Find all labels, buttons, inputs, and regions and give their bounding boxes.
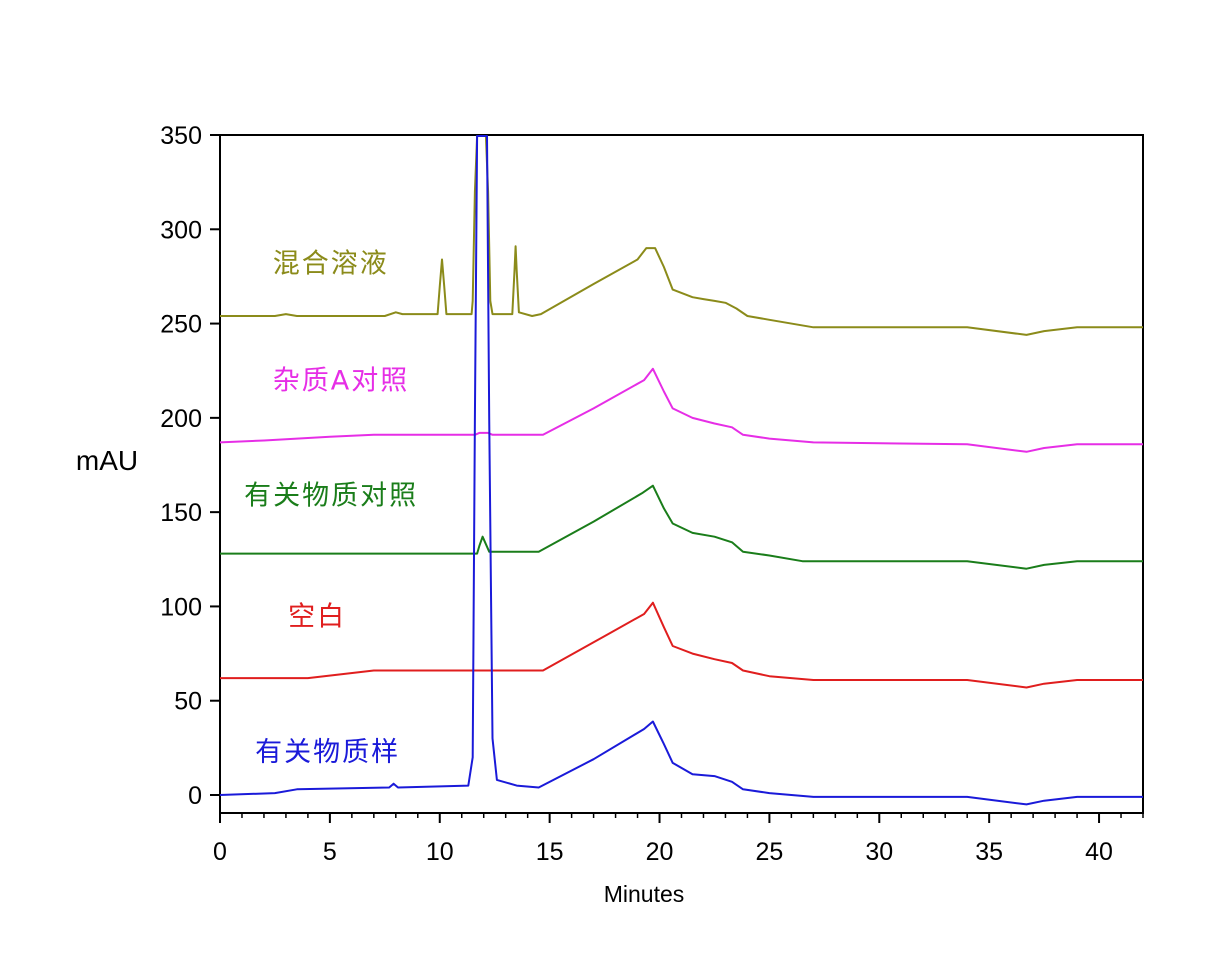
y-tick-label: 50 (174, 688, 202, 716)
y-tick-label: 200 (160, 405, 202, 433)
series-label: 有关物质对照 (244, 481, 418, 512)
x-tick-label: 5 (323, 838, 337, 866)
plot-frame (219, 134, 1144, 814)
x-tick-label: 0 (213, 838, 227, 866)
x-tick-label: 15 (536, 838, 564, 866)
y-axis: 0 50 100 150 200 250 300 350 (160, 122, 220, 810)
series-line (220, 484, 1143, 570)
series-label: 混合溶液 (273, 249, 389, 280)
series-line (220, 601, 1143, 689)
y-tick-label: 350 (160, 122, 202, 150)
series-line (219, 135, 1143, 806)
x-tick-label: 40 (1085, 838, 1113, 866)
y-tick-label: 250 (160, 311, 202, 339)
y-tick-label: 150 (160, 499, 202, 527)
x-axis: 0 5 10 15 20 25 30 35 40 (213, 813, 1144, 866)
y-tick-label: 0 (188, 782, 202, 810)
series-line (220, 135, 1143, 336)
x-tick-label: 35 (975, 838, 1003, 866)
series-label: 有关物质样 (255, 737, 400, 768)
series-label: 杂质A对照 (273, 366, 409, 397)
y-axis-title: mAU (76, 445, 138, 476)
x-tick-label: 20 (646, 838, 674, 866)
x-tick-label: 10 (426, 838, 454, 866)
x-axis-title: Minutes (604, 881, 685, 907)
x-tick-label: 30 (865, 838, 893, 866)
x-tick-label: 25 (755, 838, 783, 866)
series-lines (219, 135, 1143, 806)
series-label: 空白 (288, 601, 346, 632)
y-tick-label: 300 (160, 216, 202, 244)
y-tick-label: 100 (160, 593, 202, 621)
